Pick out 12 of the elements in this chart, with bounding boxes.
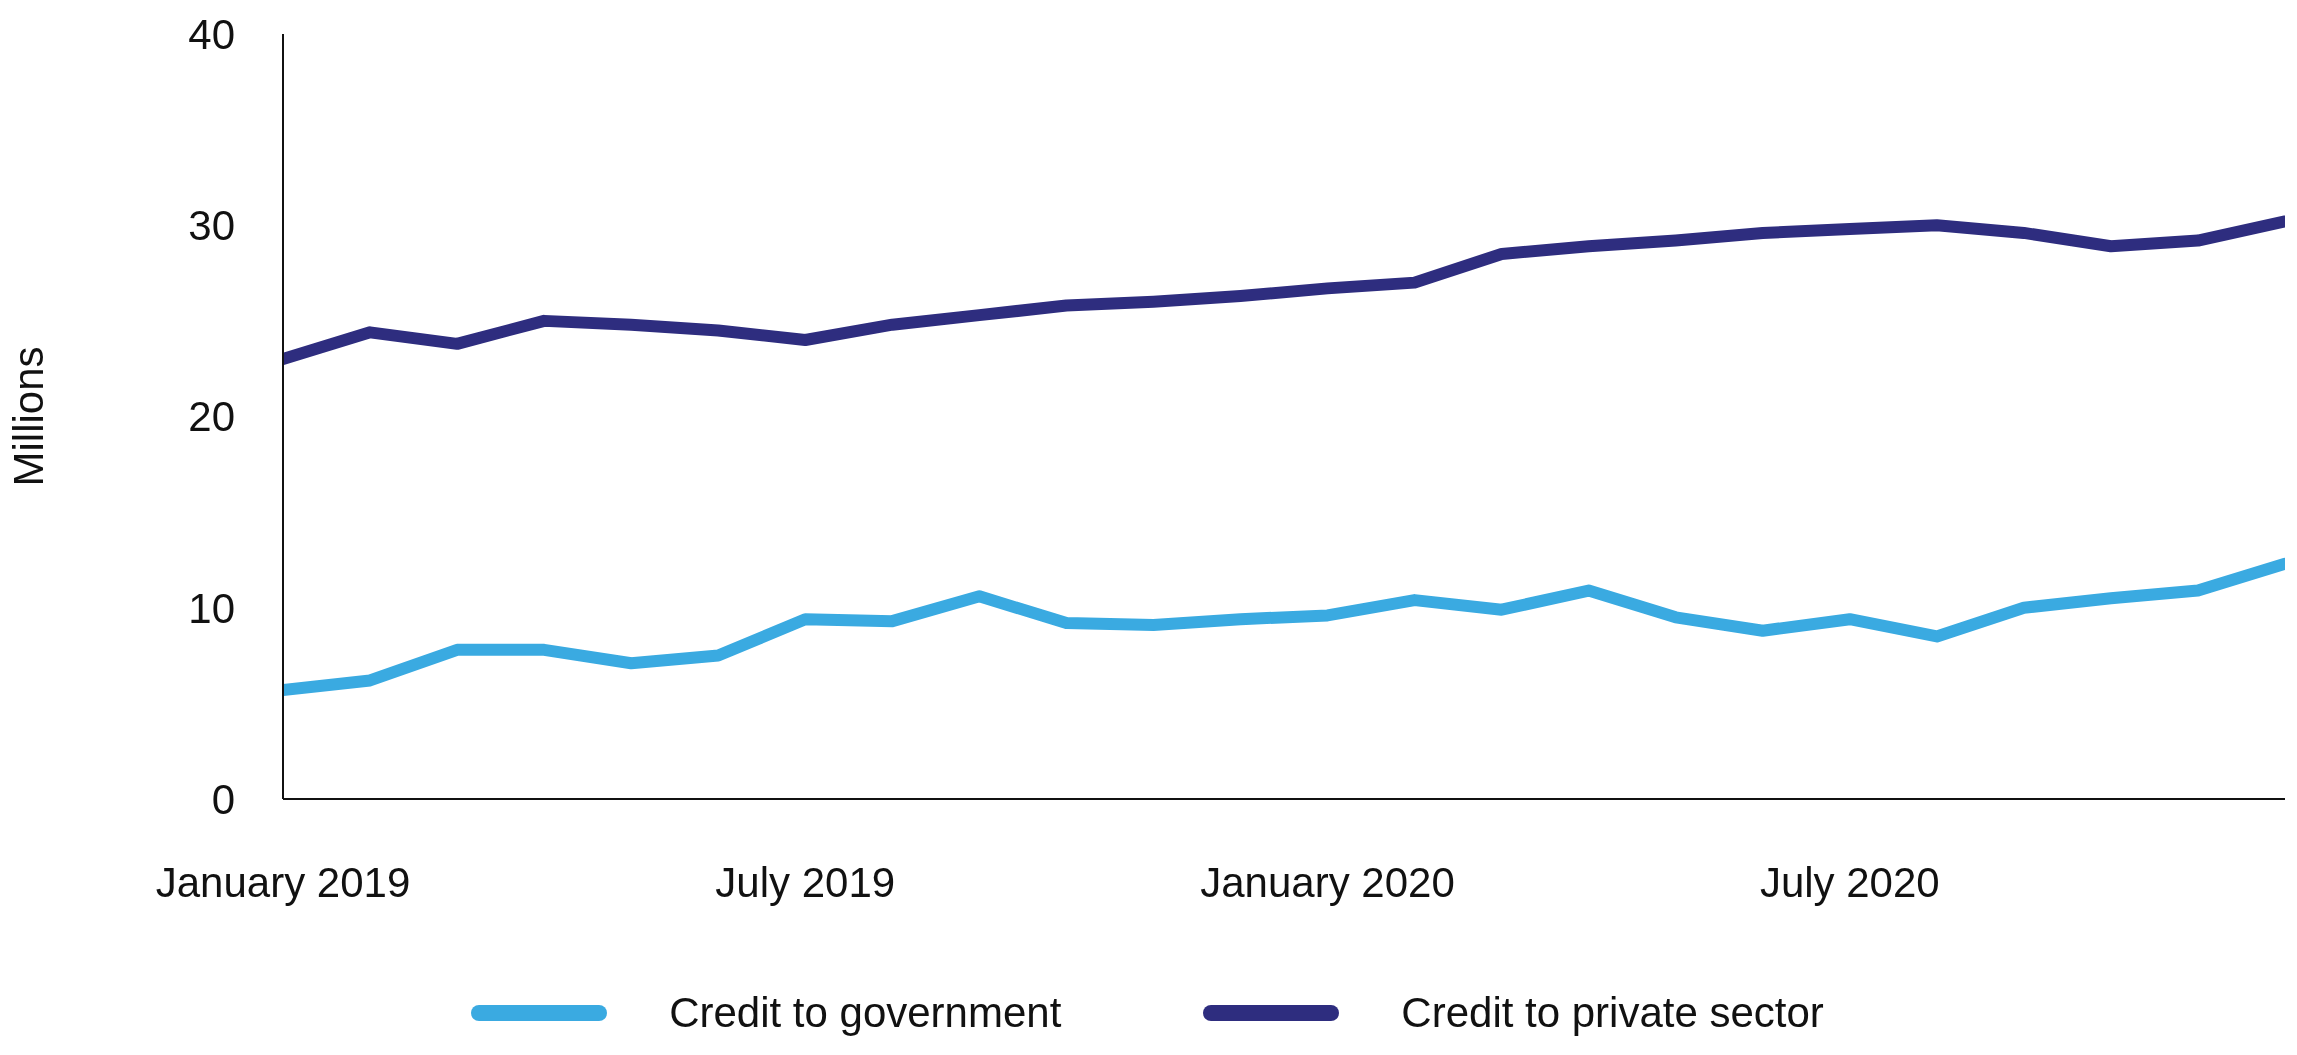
x-tick-label: July 2019 <box>715 858 896 906</box>
y-tick-label: 10 <box>188 584 235 632</box>
legend-label: Credit to government <box>669 989 1062 1037</box>
x-tick-label: July 2020 <box>1759 858 1940 906</box>
x-tick-label: January 2019 <box>155 858 411 906</box>
y-tick-label: 30 <box>188 202 235 250</box>
y-tick-label: 40 <box>188 10 235 58</box>
y-axis-title: Millions <box>4 346 52 487</box>
legend-label: Credit to private sector <box>1401 989 1824 1037</box>
x-tick-label: January 2020 <box>1200 858 1455 906</box>
y-tick-label: 20 <box>188 393 235 441</box>
y-tick-label: 0 <box>211 775 235 823</box>
